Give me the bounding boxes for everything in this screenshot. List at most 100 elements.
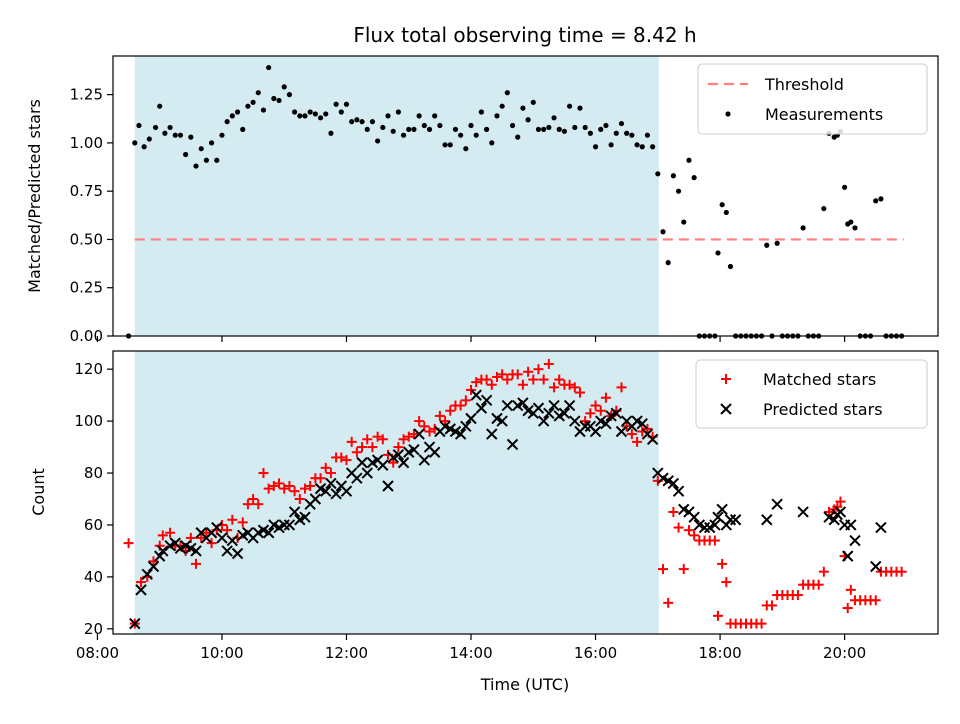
measurement-point xyxy=(556,126,562,132)
measurement-point xyxy=(271,95,277,102)
measurement-point xyxy=(577,105,583,111)
matched-star-point xyxy=(673,522,684,533)
measurement-point xyxy=(520,105,526,111)
predicted-star-point xyxy=(667,477,680,490)
matched-star-point xyxy=(253,499,264,510)
measurement-point xyxy=(691,175,697,181)
legend-x-marker xyxy=(720,403,732,415)
matched-star-point xyxy=(621,421,632,432)
predicted-star-point xyxy=(709,519,721,531)
predicted-star-point xyxy=(262,527,275,539)
measurement-point xyxy=(541,126,547,132)
bottom-x-label: Time (UTC) xyxy=(480,675,569,694)
measurement-point xyxy=(297,113,303,119)
top-y-label: Matched/Predicted stars xyxy=(25,99,44,293)
matched-star-point xyxy=(206,538,217,549)
predicted-star-point xyxy=(761,514,773,526)
matched-star-point xyxy=(595,405,606,416)
matched-star-point xyxy=(248,493,259,504)
matched-star-point xyxy=(299,483,310,494)
legend-predicted-label: Predicted stars xyxy=(763,400,883,419)
measurement-point xyxy=(354,117,360,123)
predicted-star-point xyxy=(397,456,410,469)
bottom-y-axis: 20 40 60 80 100 120 xyxy=(74,360,113,638)
measurement-point xyxy=(681,219,687,225)
measurement-point xyxy=(364,126,370,132)
y-tick-label: 1.00 xyxy=(70,134,103,152)
measurement-point xyxy=(842,184,848,190)
measurement-point xyxy=(546,124,552,131)
measurement-point xyxy=(655,171,661,177)
measurement-point xyxy=(634,142,640,148)
measurement-point xyxy=(375,138,381,144)
predicted-star-point xyxy=(299,511,311,523)
matched-star-point xyxy=(517,379,528,390)
matched-star-point xyxy=(136,577,147,588)
bottom-legend: Matched stars Predicted stars xyxy=(695,359,928,429)
measurement-point xyxy=(172,132,178,138)
matched-star-point xyxy=(279,483,290,494)
measurement-point xyxy=(245,103,251,109)
y-tick-label: 60 xyxy=(84,516,103,534)
measurement-point xyxy=(644,132,651,138)
matched-star-point xyxy=(315,473,326,484)
predicted-star-point xyxy=(486,428,498,440)
matched-star-point xyxy=(362,434,373,445)
measurement-point xyxy=(157,103,163,109)
predicted-star-point xyxy=(636,417,648,430)
predicted-star-point xyxy=(141,568,153,580)
predicted-star-point xyxy=(569,415,581,427)
measurement-point xyxy=(307,109,313,115)
predicted-star-point xyxy=(157,545,169,557)
top-legend-box xyxy=(697,63,928,135)
measurement-point xyxy=(489,140,495,146)
measurement-point xyxy=(183,151,189,158)
measurement-point xyxy=(800,225,806,231)
matched-star-point xyxy=(538,374,549,385)
measurement-point xyxy=(530,99,536,105)
matched-star-point xyxy=(424,426,435,437)
y-tick-label: 120 xyxy=(74,360,103,378)
measurement-point xyxy=(255,90,261,96)
matched-star-point xyxy=(642,423,653,434)
matched-star-point xyxy=(227,514,238,525)
measurement-point xyxy=(525,117,531,123)
y-tick-label: 80 xyxy=(84,464,103,482)
measurement-point xyxy=(665,260,671,266)
measurement-point xyxy=(132,140,138,146)
predicted-star-point xyxy=(226,534,239,547)
measurement-point xyxy=(302,113,308,119)
measurement-point xyxy=(421,122,427,129)
y-tick-label: 1.25 xyxy=(70,86,103,104)
x-tick-label: 14:00 xyxy=(449,644,492,662)
bottom-legend-box xyxy=(695,359,928,429)
predicted-star-point xyxy=(537,415,550,427)
measurement-point xyxy=(603,122,609,129)
measurement-point xyxy=(535,126,542,132)
matched-star-point xyxy=(896,566,907,577)
predicted-star-point xyxy=(480,394,493,407)
measurement-point xyxy=(411,126,417,132)
y-tick-label: 0.75 xyxy=(70,182,103,200)
x-tick-label: 10:00 xyxy=(200,644,243,662)
y-tick-label: 0.50 xyxy=(70,230,103,248)
measurement-point xyxy=(473,132,479,138)
measurement-point xyxy=(323,111,329,117)
predicted-star-point xyxy=(288,506,301,518)
predicted-star-point xyxy=(408,443,420,456)
top-legend: Threshold Measurements xyxy=(697,63,928,135)
legend-threshold-label: Threshold xyxy=(764,75,844,94)
measurement-point xyxy=(587,130,593,136)
matched-star-point xyxy=(460,395,471,406)
measurement-point xyxy=(873,198,879,204)
measurement-point xyxy=(338,109,344,115)
matched-star-point xyxy=(268,481,279,492)
measurement-point xyxy=(458,132,464,138)
predicted-star-point xyxy=(615,425,628,438)
matched-star-point xyxy=(403,431,414,442)
measurement-point xyxy=(774,240,780,246)
measurement-point xyxy=(478,109,484,115)
measurement-point xyxy=(416,113,422,119)
predicted-star-point xyxy=(428,446,441,458)
matched-star-point xyxy=(717,558,728,569)
